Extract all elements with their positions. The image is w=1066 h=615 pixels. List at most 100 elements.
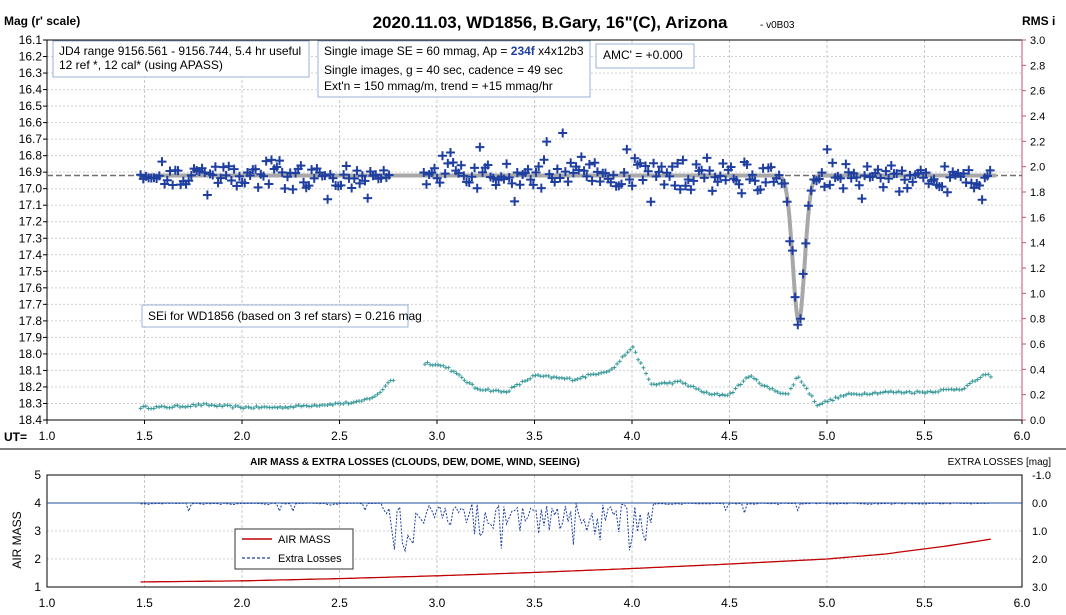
rms-point <box>680 381 685 386</box>
rms-point <box>807 391 812 396</box>
rms-point <box>288 404 293 409</box>
bottom-series <box>140 502 991 583</box>
rms-point <box>880 390 885 395</box>
rms-point <box>796 375 801 380</box>
mag-point <box>363 193 373 203</box>
mag-point <box>173 166 183 176</box>
mag-point <box>550 177 560 187</box>
rms-point <box>375 392 380 397</box>
mag-point <box>261 156 271 166</box>
legend-airmass-label: AIR MASS <box>278 534 331 546</box>
rms-point <box>749 373 754 378</box>
mag-point <box>488 173 498 183</box>
mag-point <box>528 180 538 190</box>
rms-point <box>794 376 799 381</box>
rms-point <box>293 403 298 408</box>
rms-point <box>952 387 957 392</box>
info-single-images: Single images, g = 40 sec, cadence = 49 … <box>324 63 563 77</box>
mag-point <box>347 183 357 193</box>
rms-point <box>475 386 480 391</box>
mag-point <box>582 171 592 181</box>
bot-ytick-label: 2 <box>34 552 41 566</box>
rms-point <box>746 375 751 380</box>
top-ytick-label: 16.8 <box>19 149 43 163</box>
rms-point <box>862 391 867 396</box>
mag-point <box>523 164 533 174</box>
rms-point <box>170 405 175 410</box>
rms-point <box>604 369 609 374</box>
mag-point <box>681 181 691 191</box>
mag-point <box>507 178 517 188</box>
rms-point <box>607 368 612 373</box>
rms-point <box>491 388 496 393</box>
mag-point <box>234 171 244 181</box>
bot-y2tick-label: -1.0 <box>1032 470 1051 482</box>
rms-point <box>915 389 920 394</box>
info-single-se: Single image SE = 60 mmag, Ap = 234f x4x… <box>324 44 584 58</box>
rms-point <box>178 405 183 410</box>
rms-point <box>241 406 246 411</box>
mag-point <box>435 178 445 188</box>
mag-point <box>897 166 907 176</box>
top-ytick-label: 16.6 <box>19 116 43 130</box>
mag-point <box>860 171 870 181</box>
bot-plot-frame <box>46 474 1023 588</box>
rms-point <box>554 375 559 380</box>
top-y2tick-label: 0.2 <box>1030 390 1045 402</box>
mag-point <box>226 176 236 186</box>
mag-point <box>881 166 891 176</box>
mag-point <box>803 201 813 211</box>
top-y2tick-label: 2.2 <box>1030 136 1045 148</box>
mag-point <box>825 180 835 190</box>
top-xtick-label: 5.5 <box>916 429 933 443</box>
mag-point <box>328 173 338 183</box>
mag-point <box>635 158 645 168</box>
rms-point <box>446 365 451 370</box>
rms-point <box>936 389 941 394</box>
top-ytick-label: 16.5 <box>19 99 43 113</box>
rms-point <box>730 390 735 395</box>
top-ytick-label: 16.9 <box>19 165 43 179</box>
rms-point <box>667 380 672 385</box>
mag-point <box>665 171 675 181</box>
y2-axis-label: RMS i <box>1022 14 1055 28</box>
mag-point <box>774 170 784 180</box>
mag-point <box>355 178 365 188</box>
top-ytick-label: 17.7 <box>19 297 43 311</box>
mag-point <box>918 173 928 183</box>
mag-point <box>852 173 862 183</box>
rms-point <box>546 374 551 379</box>
rms-point <box>609 366 614 371</box>
mag-point <box>766 162 776 172</box>
rms-point <box>559 375 564 380</box>
mag-point <box>483 160 493 170</box>
rms-point <box>594 372 599 377</box>
rms-point <box>920 390 925 395</box>
mag-point <box>280 184 290 194</box>
mag-point <box>542 137 552 147</box>
rms-point <box>965 383 970 388</box>
mag-point <box>622 144 632 154</box>
mag-point <box>670 181 680 191</box>
mag-point <box>288 184 298 194</box>
mag-point <box>264 179 274 189</box>
bot-xtick-label: 5.0 <box>819 596 836 610</box>
rms-point <box>744 376 749 381</box>
top-y2tick-label: 2.4 <box>1030 111 1045 123</box>
mag-point <box>534 162 544 172</box>
mag-point <box>958 169 968 179</box>
bot-xtick-label: 2.5 <box>331 596 348 610</box>
mag-point <box>873 165 883 175</box>
rms-point <box>207 403 212 408</box>
bot-ytick-label: 4 <box>34 496 41 510</box>
mag-point <box>683 175 693 185</box>
mag-point <box>229 164 239 174</box>
rms-point <box>275 405 280 410</box>
mag-point <box>566 158 576 168</box>
mag-point <box>697 165 707 175</box>
legend: AIR MASS Extra Losses <box>234 528 354 570</box>
rms-point <box>467 380 472 385</box>
rms-point <box>762 383 767 388</box>
rms-point <box>691 384 696 389</box>
top-ytick-label: 17.0 <box>19 182 43 196</box>
